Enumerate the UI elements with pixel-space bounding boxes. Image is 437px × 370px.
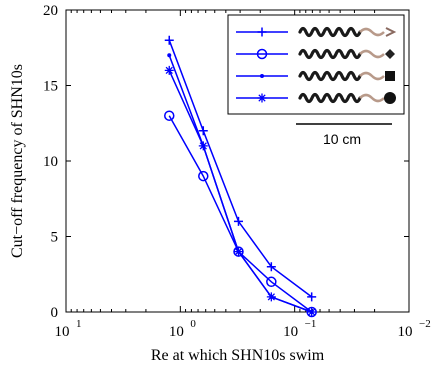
diamond-head-icon: [385, 49, 395, 59]
data-point: [198, 126, 208, 136]
helix-transition-icon: [359, 71, 385, 81]
x-tick-exponent: −1: [305, 318, 317, 330]
data-point: [164, 35, 174, 45]
data-point: [307, 292, 317, 302]
helix-transition-icon: [359, 27, 385, 37]
x-tick-exponent: 1: [76, 318, 82, 330]
legend-entry-plus: [236, 26, 397, 38]
data-point: [164, 110, 175, 121]
legend-marker: [260, 74, 264, 78]
data-point: [266, 262, 276, 272]
x-tick-exponent: −2: [419, 318, 431, 330]
series-asterisk: [164, 65, 317, 317]
data-point: [198, 141, 208, 151]
data-point: [233, 247, 243, 257]
legend-marker: [256, 48, 268, 60]
y-tick-label: 10: [43, 154, 58, 170]
x-tick-label: 10: [169, 324, 184, 340]
helix-tail-icon: [298, 26, 362, 38]
x-tick-label: 10: [398, 324, 413, 340]
legend: 10 cm: [227, 14, 405, 147]
sphere-head-icon: [384, 92, 396, 104]
square-head-icon: [385, 71, 395, 81]
y-axis-label: Cut−off frequency of SHN10s: [9, 64, 26, 258]
x-tick-label: 10: [55, 324, 70, 340]
helix-tail-icon: [298, 92, 362, 104]
scale-bar: 10 cm: [296, 123, 392, 147]
data-point: [307, 307, 317, 317]
data-point: [266, 292, 276, 302]
legend-entry-dot: [236, 70, 395, 82]
series-plus: [164, 35, 317, 302]
y-tick-label: 20: [43, 3, 58, 19]
axis-ticks: 0 5 10 15 20 10 1 10 0 10 −1 10 −2: [43, 3, 431, 340]
helix-transition-icon: [359, 93, 385, 103]
data-point: [164, 65, 174, 75]
helix-tail-icon: [298, 70, 362, 82]
cone-head-icon: [385, 27, 397, 37]
series-line: [168, 115, 313, 313]
legend-entry-circle: [236, 48, 395, 60]
data-point: [198, 170, 209, 182]
series-layer: [164, 35, 317, 318]
x-tick-exponent: 0: [190, 318, 196, 330]
y-tick-label: 5: [51, 230, 59, 246]
legend-marker: [257, 27, 267, 37]
data-point: [266, 276, 277, 288]
x-axis-label: Re at which SHN10s swim: [151, 347, 325, 364]
scale-bar-label: 10 cm: [323, 131, 361, 147]
legend-marker: [257, 93, 267, 103]
helix-transition-icon: [359, 49, 385, 59]
series-circle: [164, 110, 317, 318]
y-tick-label: 15: [43, 79, 58, 95]
y-tick-label: 0: [51, 305, 59, 321]
data-point: [233, 216, 243, 226]
legend-entry-asterisk: [236, 92, 396, 104]
data-point: [167, 53, 172, 58]
helix-tail-icon: [298, 48, 362, 60]
x-tick-label: 10: [283, 324, 298, 340]
